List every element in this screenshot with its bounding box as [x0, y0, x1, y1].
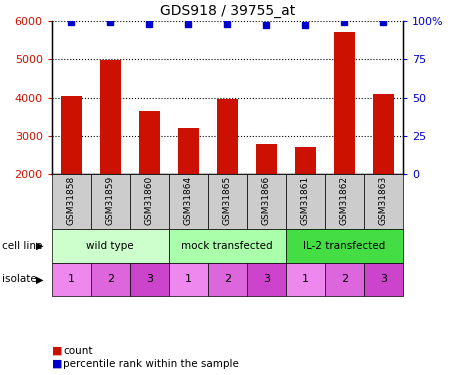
Text: isolate: isolate [2, 274, 37, 284]
Text: mock transfected: mock transfected [181, 241, 273, 250]
Bar [60, 96, 82, 174]
Bar [373, 94, 394, 174]
Bar [139, 111, 160, 174]
Bar [294, 147, 316, 174]
Text: GSM31862: GSM31862 [340, 176, 349, 225]
Text: percentile rank within the sample: percentile rank within the sample [63, 359, 239, 369]
Text: GSM31864: GSM31864 [184, 176, 193, 225]
Text: GSM31863: GSM31863 [379, 176, 388, 225]
Text: GSM31865: GSM31865 [223, 176, 232, 225]
Text: 2: 2 [224, 274, 231, 284]
Text: ■: ■ [52, 346, 62, 355]
Text: cell line: cell line [2, 241, 43, 250]
Bar [216, 99, 238, 174]
Text: IL-2 transfected: IL-2 transfected [303, 241, 385, 250]
Text: 3: 3 [380, 274, 387, 284]
Text: 3: 3 [146, 274, 153, 284]
Text: GSM31858: GSM31858 [67, 176, 76, 225]
Title: GDS918 / 39755_at: GDS918 / 39755_at [160, 4, 295, 18]
Bar [333, 32, 355, 174]
Text: GSM31866: GSM31866 [262, 176, 271, 225]
Text: GSM31859: GSM31859 [106, 176, 115, 225]
Text: count: count [63, 346, 93, 355]
Bar [177, 128, 199, 174]
Text: 1: 1 [302, 274, 309, 284]
Text: ▶: ▶ [36, 274, 43, 284]
Bar [256, 144, 277, 174]
Text: 3: 3 [263, 274, 270, 284]
Text: ■: ■ [52, 359, 62, 369]
Text: GSM31860: GSM31860 [145, 176, 154, 225]
Text: ▶: ▶ [36, 241, 43, 250]
Text: 1: 1 [185, 274, 192, 284]
Text: GSM31861: GSM31861 [301, 176, 310, 225]
Text: 2: 2 [341, 274, 348, 284]
Bar [99, 60, 121, 174]
Text: 2: 2 [107, 274, 114, 284]
Text: 1: 1 [68, 274, 75, 284]
Text: wild type: wild type [86, 241, 134, 250]
